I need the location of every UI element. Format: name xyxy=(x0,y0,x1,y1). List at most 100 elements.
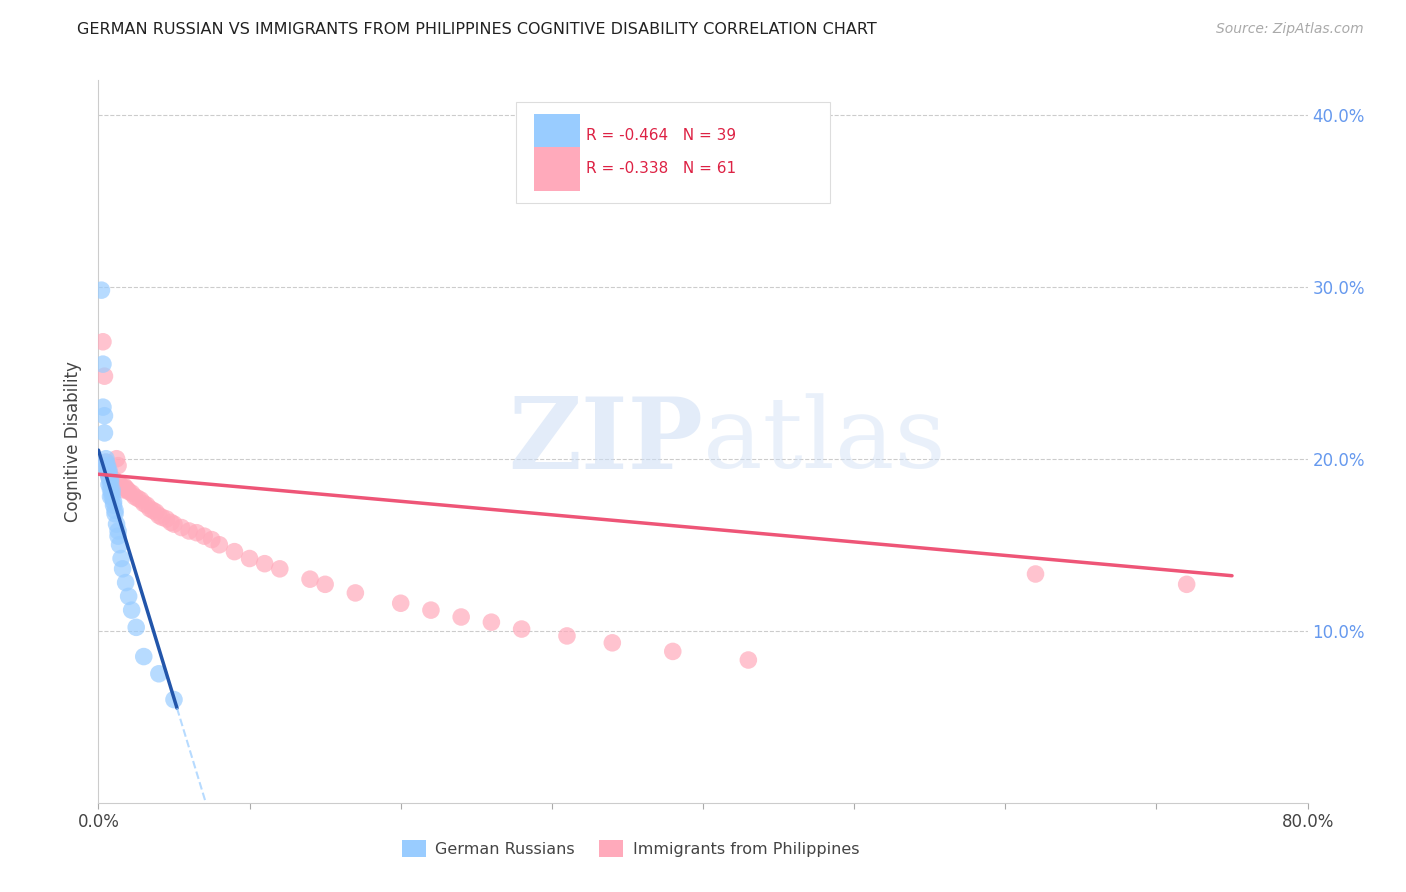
Point xyxy=(125,620,148,634)
Point xyxy=(124,490,146,504)
Point xyxy=(163,517,186,532)
Point xyxy=(98,467,121,482)
Point xyxy=(420,603,443,617)
Point xyxy=(269,562,291,576)
FancyBboxPatch shape xyxy=(534,114,579,158)
Point xyxy=(148,508,170,523)
Point xyxy=(100,483,122,497)
Point xyxy=(555,629,578,643)
Point xyxy=(602,636,624,650)
Point xyxy=(121,486,143,500)
Point xyxy=(481,615,503,630)
Text: R = -0.464   N = 39: R = -0.464 N = 39 xyxy=(586,128,735,143)
Point xyxy=(103,494,125,508)
Point xyxy=(148,666,170,681)
Point xyxy=(96,458,118,473)
Point xyxy=(100,471,122,485)
Point xyxy=(94,460,117,475)
Point xyxy=(118,590,141,604)
Point xyxy=(107,529,129,543)
Point xyxy=(90,283,112,297)
Point xyxy=(145,505,167,519)
Point xyxy=(98,471,121,485)
Point xyxy=(450,610,472,624)
Point xyxy=(170,520,193,534)
Point xyxy=(510,622,533,636)
Point xyxy=(101,490,124,504)
Point xyxy=(110,479,132,493)
Point xyxy=(108,477,131,491)
Point xyxy=(224,544,246,558)
Point xyxy=(91,334,114,349)
Point xyxy=(132,649,155,664)
Point xyxy=(389,596,412,610)
Point xyxy=(98,466,121,480)
Text: R = -0.338   N = 61: R = -0.338 N = 61 xyxy=(586,161,735,176)
Point xyxy=(1175,577,1198,591)
Point xyxy=(111,483,134,497)
Point xyxy=(129,493,152,508)
Text: GERMAN RUSSIAN VS IMMIGRANTS FROM PHILIPPINES COGNITIVE DISABILITY CORRELATION C: GERMAN RUSSIAN VS IMMIGRANTS FROM PHILIP… xyxy=(77,22,877,37)
Point xyxy=(104,507,127,521)
Point xyxy=(103,472,125,486)
Point xyxy=(100,472,122,486)
Point xyxy=(132,496,155,510)
Point xyxy=(105,517,128,532)
Point xyxy=(101,483,124,497)
Point xyxy=(107,458,129,473)
Point xyxy=(163,692,186,706)
Text: Source: ZipAtlas.com: Source: ZipAtlas.com xyxy=(1216,22,1364,37)
Point xyxy=(100,475,122,490)
Point xyxy=(155,512,177,526)
Text: ZIP: ZIP xyxy=(508,393,703,490)
Point xyxy=(186,525,208,540)
Point xyxy=(239,551,262,566)
Point xyxy=(101,486,124,500)
Point xyxy=(160,516,183,530)
Point xyxy=(121,603,143,617)
Point xyxy=(142,503,165,517)
Point xyxy=(91,400,114,414)
Point xyxy=(114,481,136,495)
Point xyxy=(118,484,141,499)
Point xyxy=(299,572,322,586)
FancyBboxPatch shape xyxy=(516,102,830,203)
Point xyxy=(104,477,127,491)
Point xyxy=(107,524,129,538)
Point xyxy=(93,425,115,440)
Point xyxy=(127,491,149,506)
Point xyxy=(114,575,136,590)
Point xyxy=(253,557,276,571)
Text: atlas: atlas xyxy=(703,393,946,490)
Point xyxy=(150,510,173,524)
Point xyxy=(112,479,135,493)
Point xyxy=(737,653,759,667)
Point xyxy=(344,586,367,600)
Point xyxy=(96,458,118,473)
Point xyxy=(1024,567,1046,582)
Point xyxy=(193,529,215,543)
Point xyxy=(100,490,122,504)
Point xyxy=(98,464,121,478)
Point xyxy=(208,538,231,552)
Point xyxy=(101,474,124,488)
Point xyxy=(96,462,118,476)
Point xyxy=(103,498,125,512)
Point xyxy=(100,472,122,486)
Point xyxy=(107,475,129,490)
Y-axis label: Cognitive Disability: Cognitive Disability xyxy=(65,361,83,522)
Point xyxy=(98,469,121,483)
Point xyxy=(91,357,114,371)
Point xyxy=(94,455,117,469)
Point xyxy=(96,462,118,476)
Point xyxy=(111,562,134,576)
Point xyxy=(98,477,121,491)
Point xyxy=(135,498,157,512)
Point xyxy=(103,475,125,490)
Point xyxy=(96,466,118,480)
Point xyxy=(93,409,115,423)
Point xyxy=(314,577,336,591)
Point xyxy=(139,501,162,516)
Point xyxy=(105,451,128,466)
Point xyxy=(115,483,138,497)
